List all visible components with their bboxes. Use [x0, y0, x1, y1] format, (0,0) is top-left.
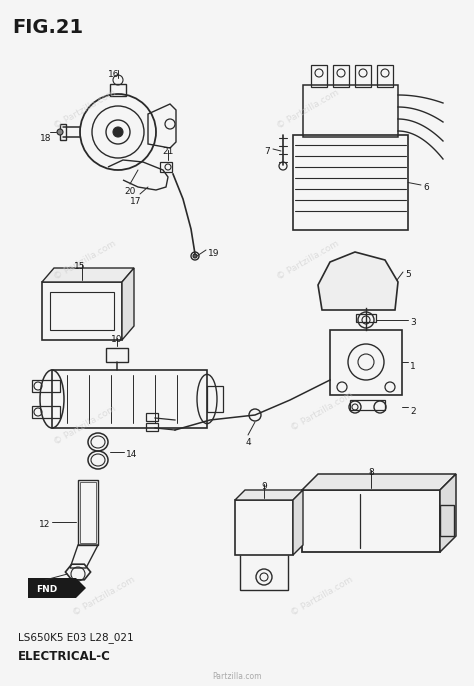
Bar	[80, 482, 96, 543]
Text: 8: 8	[368, 468, 374, 477]
Circle shape	[57, 129, 63, 135]
Polygon shape	[28, 578, 86, 598]
Text: 12: 12	[38, 520, 50, 529]
Polygon shape	[302, 474, 456, 490]
Bar	[356, 314, 376, 322]
Bar	[60, 124, 66, 140]
Bar	[146, 423, 158, 431]
Text: ELECTRICAL-C: ELECTRICAL-C	[18, 650, 111, 663]
Text: 5: 5	[405, 270, 411, 279]
Text: 3: 3	[410, 318, 416, 327]
Bar	[355, 65, 371, 87]
Polygon shape	[235, 490, 303, 500]
Bar	[302, 490, 440, 552]
Text: 9: 9	[261, 482, 267, 491]
Circle shape	[113, 127, 123, 137]
Bar	[207, 386, 223, 412]
Bar	[440, 505, 454, 536]
Text: 15: 15	[74, 262, 86, 271]
Text: 19: 19	[208, 249, 219, 258]
Text: © Partzilla.com: © Partzilla.com	[53, 404, 118, 447]
Bar	[377, 65, 393, 87]
Bar	[350, 400, 385, 410]
Bar	[32, 406, 60, 418]
Text: © Partzilla.com: © Partzilla.com	[53, 88, 118, 131]
Text: 7: 7	[264, 147, 270, 156]
Polygon shape	[122, 268, 134, 340]
Text: 20: 20	[124, 187, 136, 196]
Text: 6: 6	[423, 183, 429, 192]
Text: © Partzilla.com: © Partzilla.com	[275, 88, 341, 131]
Text: 10: 10	[111, 335, 123, 344]
Text: 4: 4	[245, 438, 251, 447]
Bar	[32, 380, 60, 392]
Bar	[106, 348, 128, 362]
Text: FND: FND	[36, 584, 57, 593]
Bar	[146, 413, 158, 421]
Text: © Partzilla.com: © Partzilla.com	[290, 390, 355, 433]
Text: FIG.21: FIG.21	[12, 18, 83, 37]
Polygon shape	[42, 268, 134, 282]
Text: 2: 2	[410, 407, 416, 416]
Bar	[293, 135, 408, 230]
Circle shape	[193, 254, 197, 258]
Text: © Partzilla.com: © Partzilla.com	[53, 239, 118, 282]
Polygon shape	[318, 252, 398, 310]
Bar	[78, 480, 98, 545]
Text: 17: 17	[130, 197, 142, 206]
Bar	[311, 65, 327, 87]
Text: 18: 18	[40, 134, 52, 143]
Bar	[235, 500, 293, 555]
Bar	[333, 65, 349, 87]
Bar	[42, 282, 122, 340]
Bar	[160, 162, 172, 172]
Text: © Partzilla.com: © Partzilla.com	[290, 576, 355, 618]
Text: 1: 1	[410, 362, 416, 371]
Bar	[330, 330, 402, 395]
Text: 13: 13	[31, 580, 43, 589]
Bar	[50, 292, 114, 330]
Bar	[110, 84, 126, 96]
Text: 21: 21	[162, 147, 173, 156]
Text: LS650K5 E03 L28_021: LS650K5 E03 L28_021	[18, 632, 134, 643]
Polygon shape	[293, 490, 303, 555]
Text: © Partzilla.com: © Partzilla.com	[72, 576, 137, 618]
Text: 14: 14	[126, 450, 137, 459]
Text: Partzilla.com: Partzilla.com	[212, 672, 262, 681]
Text: © Partzilla.com: © Partzilla.com	[275, 239, 341, 282]
Polygon shape	[440, 474, 456, 552]
Bar	[52, 370, 207, 428]
Text: 16: 16	[108, 70, 120, 79]
Bar	[303, 85, 398, 137]
